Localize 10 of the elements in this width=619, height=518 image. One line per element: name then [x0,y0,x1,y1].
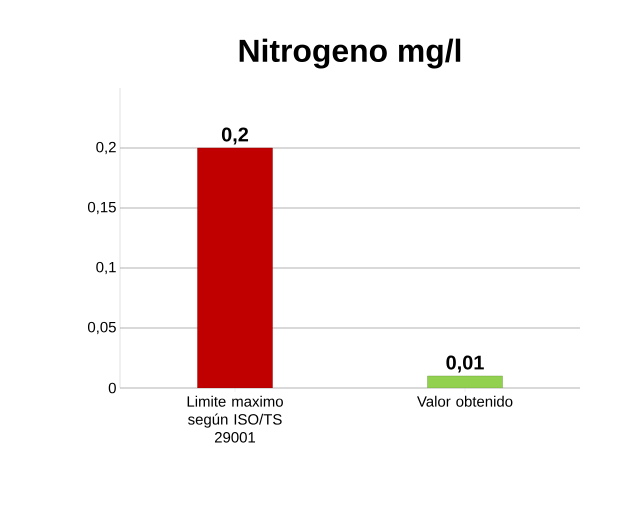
y-tick-label: 0,15 [88,202,116,214]
data-label: 0,2 [222,127,248,144]
data-label: 0,01 [446,355,484,372]
y-tick-label: 0,1 [96,262,116,274]
y-tick-label: 0 [108,382,116,394]
y-tick-label: 0,2 [96,142,116,154]
x-tick-label: Valor obtenido [417,396,512,407]
chart-title: Nitrogeno mg/l [240,38,460,68]
x-tick-label: Limite maximo según ISO/TS 29001 [188,396,283,443]
y-tick-label: 0,05 [88,322,116,334]
